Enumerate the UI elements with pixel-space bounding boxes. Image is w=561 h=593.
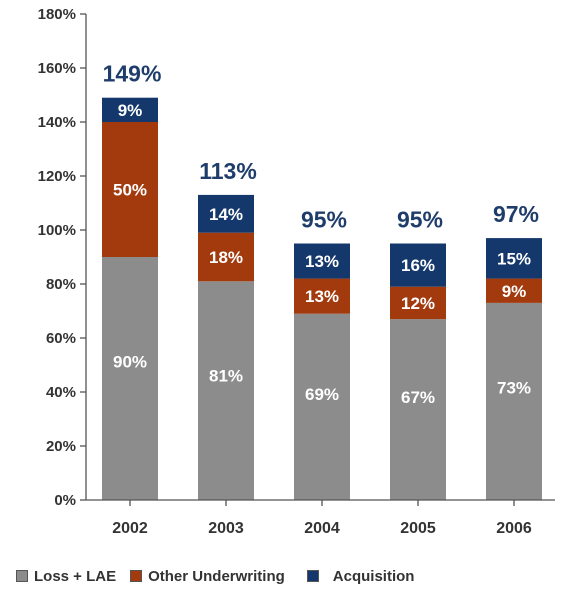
legend-label-acquisition: Acquisition <box>332 567 415 585</box>
total-label-2003: 113% <box>199 158 257 184</box>
data-label-acquisition-2006: 15% <box>497 249 531 268</box>
legend-item-loss-lae: Loss + LAE <box>16 568 116 585</box>
y-tick-label: 100% <box>38 222 76 239</box>
y-tick-label: 40% <box>46 384 76 401</box>
data-label-loss-lae-2006: 73% <box>497 379 531 398</box>
bar-other-underwriting-2002 <box>102 122 158 257</box>
x-tick-label-2004: 2004 <box>304 520 340 537</box>
bar-group-2006: 73% 9% 15% 97% <box>486 201 542 500</box>
bar-other-underwriting-2006 <box>486 278 542 303</box>
legend-item-acquisition: Acquisition <box>306 567 415 585</box>
x-tick-label-2005: 2005 <box>400 520 436 537</box>
chart: 0% 20% 40% 60% 80% 100% 120% 140% 160% 180% 90% 50… <box>38 6 555 537</box>
legend-item-other-underwriting: Other Underwriting <box>130 568 285 585</box>
data-label-loss-lae-2005: 67% <box>401 388 435 407</box>
data-label-other-underwriting-2002: 50% <box>113 181 147 200</box>
bar-group-2002: 90% 50% 9% 149% <box>102 61 161 500</box>
data-label-loss-lae-2002: 90% <box>113 352 147 371</box>
bar-loss-lae-2003 <box>198 281 254 500</box>
data-label-other-underwriting-2003: 18% <box>209 248 243 267</box>
total-label-2006: 97% <box>493 201 539 227</box>
bar-acquisition-2006 <box>486 238 542 279</box>
bar-loss-lae-2002 <box>102 257 158 500</box>
bar-group-2005: 67% 12% 16% 95% <box>390 207 446 500</box>
legend-label-other-underwriting: Other Underwriting <box>148 567 285 585</box>
bars: 90%50%9%149%81%18%14%113%69%13%13%95%67%… <box>102 61 542 500</box>
y-axis: 0% 20% 40% 60% 80% 100% 120% 140% 160% 180% <box>38 6 87 509</box>
bar-group-2003: 81% 18% 14% 113% <box>198 158 257 500</box>
bar-loss-lae-2005 <box>390 319 446 500</box>
data-label-loss-lae-2004: 69% <box>305 385 339 404</box>
x-tick-label-2003: 2003 <box>208 520 244 537</box>
total-label-2002: 149% <box>103 61 162 87</box>
y-tick-label: 120% <box>38 168 76 185</box>
y-tick-label: 160% <box>38 60 76 77</box>
bar-other-underwriting-2004 <box>294 278 350 314</box>
x-tick-label-2006: 2006 <box>496 520 532 537</box>
bar-loss-lae-2004 <box>294 313 350 500</box>
total-label-2004: 95% <box>301 207 347 233</box>
legend: Loss + LAE Other Underwriting Acquisitio… <box>16 564 428 588</box>
y-tick-label: 0% <box>54 492 76 509</box>
bar-other-underwriting-2003 <box>198 232 254 282</box>
data-label-other-underwriting-2004: 13% <box>305 287 339 306</box>
y-tick-label: 60% <box>46 330 76 347</box>
bar-acquisition-2002 <box>102 97 158 122</box>
data-label-acquisition-2004: 13% <box>305 252 339 271</box>
legend-swatch-other-underwriting <box>130 570 143 582</box>
data-label-acquisition-2003: 14% <box>209 205 243 224</box>
bar-other-underwriting-2005 <box>390 286 446 320</box>
bar-loss-lae-2006 <box>486 302 542 500</box>
data-label-loss-lae-2003: 81% <box>209 366 243 385</box>
data-label-other-underwriting-2005: 12% <box>401 294 435 313</box>
data-label-acquisition-2002: 9% <box>118 101 143 120</box>
bar-acquisition-2003 <box>198 194 254 233</box>
y-tick-label: 140% <box>38 114 76 131</box>
y-tick-label: 80% <box>46 276 76 293</box>
total-label-2005: 95% <box>397 207 443 233</box>
bar-acquisition-2005 <box>390 243 446 287</box>
bar-acquisition-2004 <box>294 243 350 279</box>
data-label-other-underwriting-2006: 9% <box>502 282 527 301</box>
legend-label-loss-lae: Loss + LAE <box>34 567 117 585</box>
legend-swatch-acquisition <box>306 570 319 582</box>
x-axis: 2002 2003 2004 2005 2006 <box>86 499 555 537</box>
legend-swatch-loss-lae <box>16 570 28 582</box>
x-tick-label-2002: 2002 <box>112 520 148 537</box>
y-tick-label: 20% <box>46 438 76 455</box>
data-label-acquisition-2005: 16% <box>401 256 435 275</box>
y-tick-label: 180% <box>38 6 76 23</box>
bar-group-2004: 69% 13% 13% 95% <box>294 207 350 500</box>
